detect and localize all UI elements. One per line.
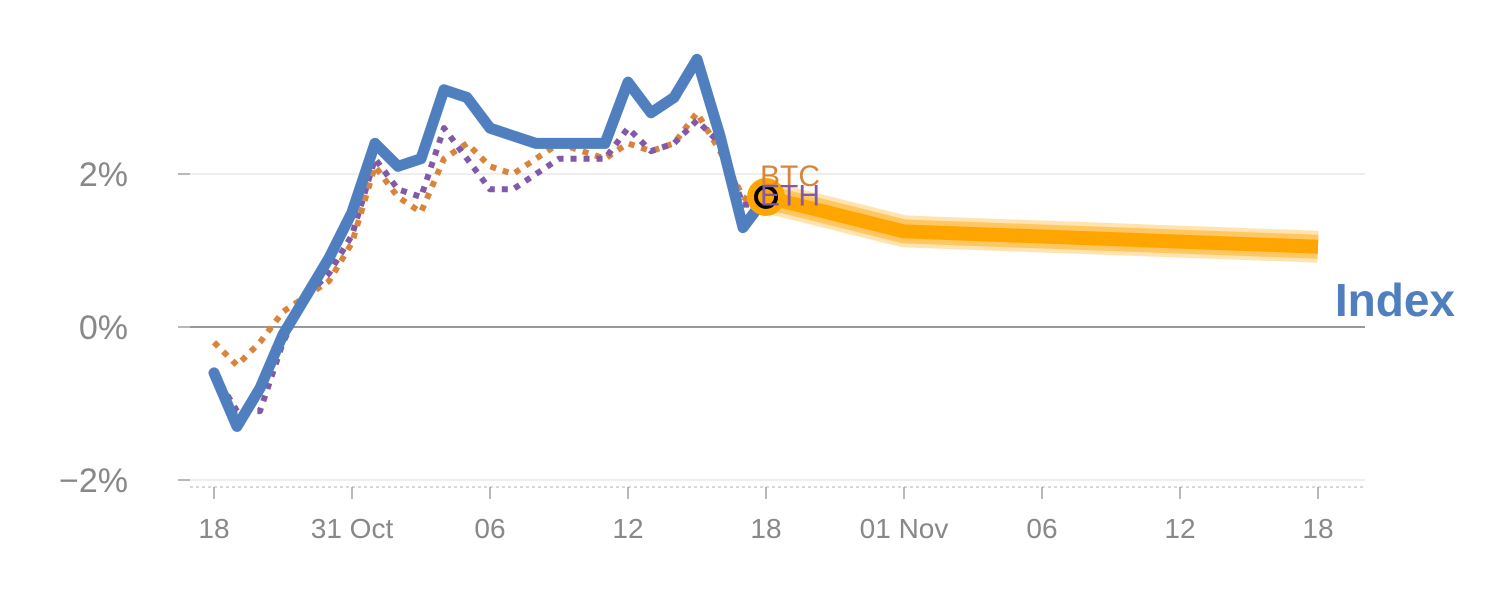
axes: −2% 0% 2% 18 31 Oct 06 12 18 01 Nov 06 12 18 xyxy=(59,156,1365,544)
x-tick-label: 18 xyxy=(1302,513,1333,544)
x-tick-label: 18 xyxy=(750,513,781,544)
y-tick-label: 0% xyxy=(79,309,128,347)
x-tick-label: 18 xyxy=(198,513,229,544)
y-tick-label: −2% xyxy=(59,462,128,500)
eth-series-label: ETH xyxy=(760,179,820,212)
x-tick-label: 12 xyxy=(1164,513,1195,544)
x-tick-label: 06 xyxy=(1026,513,1057,544)
series-lines xyxy=(208,53,772,432)
eth-series-line xyxy=(211,117,766,415)
index-series-line xyxy=(208,53,772,432)
forecast-line xyxy=(764,190,1319,254)
series-labels: BTC ETH Index xyxy=(760,160,1455,326)
y-tick-label: 2% xyxy=(79,156,128,194)
x-tick-label: 06 xyxy=(474,513,505,544)
x-tick-label: 12 xyxy=(612,513,643,544)
current-point-marker xyxy=(754,184,778,209)
index-series-label: Index xyxy=(1335,274,1456,326)
forecast-band xyxy=(747,177,1319,263)
grid-lines xyxy=(190,173,1365,481)
current-point-halo xyxy=(747,177,785,216)
x-tick-label: 31 Oct xyxy=(311,513,394,544)
x-tick-label: 01 Nov xyxy=(860,513,949,544)
btc-series-label: BTC xyxy=(760,160,820,193)
